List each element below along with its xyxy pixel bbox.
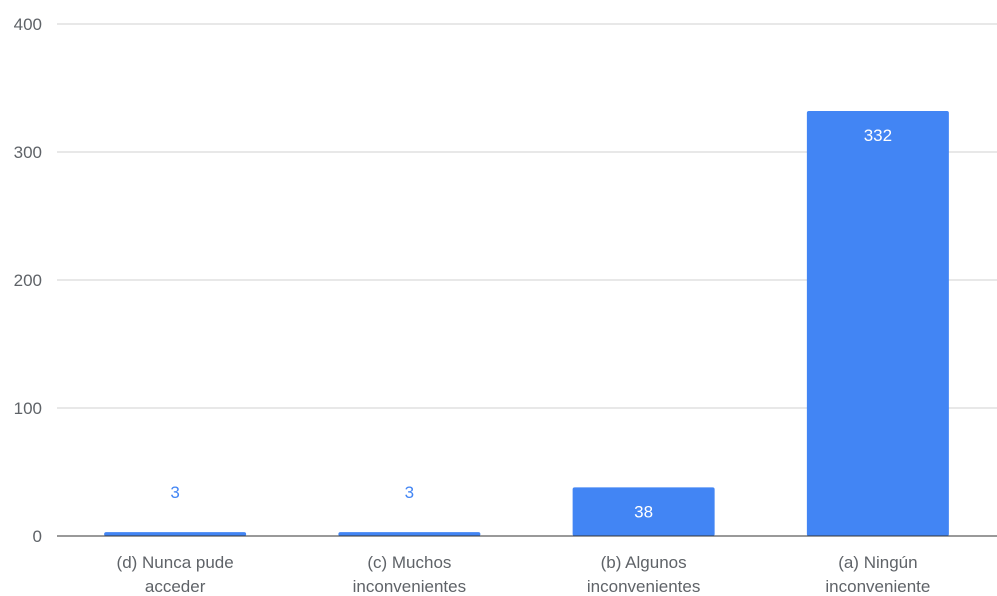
bar (104, 532, 247, 536)
bar-value-label: 3 (170, 483, 179, 502)
x-category-label: (c) Muchos (367, 553, 451, 572)
bar (806, 111, 949, 536)
y-tick-label: 300 (14, 143, 42, 162)
bar (338, 532, 481, 536)
x-axis-categories: (d) Nunca pude acceder (c) Muchos inconveni… (117, 553, 931, 596)
x-category-label: (d) Nunca pude (117, 553, 234, 572)
data-labels: 3 3 38 332 (170, 126, 892, 521)
y-tick-label: 200 (14, 271, 42, 290)
x-category-label: (a) Ningún (838, 553, 917, 572)
bars (104, 111, 949, 536)
x-category-label: inconvenientes (353, 577, 466, 596)
x-category-label: (b) Algunos (601, 553, 687, 572)
x-category-label: inconvenientes (587, 577, 700, 596)
bar (572, 487, 715, 536)
bar-value-label: 332 (864, 126, 892, 145)
bar-value-label: 38 (634, 502, 653, 521)
x-category-label: inconveniente (825, 577, 930, 596)
y-tick-label: 100 (14, 399, 42, 418)
bar-value-label: 3 (405, 483, 414, 502)
y-tick-label: 400 (14, 15, 42, 34)
y-tick-label: 0 (33, 527, 42, 546)
y-axis-ticks: 0 100 200 300 400 (14, 15, 42, 546)
x-category-label: acceder (145, 577, 206, 596)
